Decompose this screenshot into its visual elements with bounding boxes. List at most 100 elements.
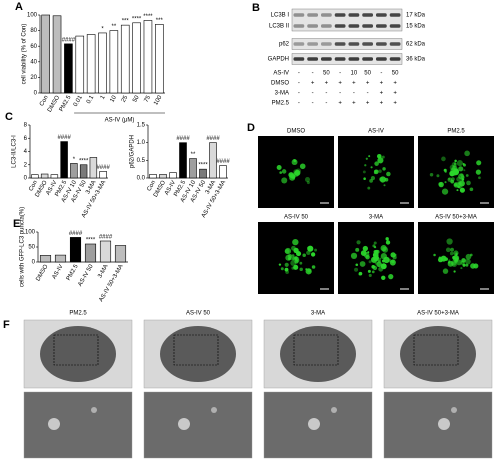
- x-tick-label: AS-IV: [52, 264, 65, 281]
- puncta: [391, 259, 395, 264]
- lane-value: -: [339, 91, 341, 97]
- band-label: p62: [279, 42, 290, 48]
- x-tick-label: PM2.5: [66, 263, 80, 282]
- x-tick-label: Con: [146, 180, 157, 193]
- puncta: [458, 166, 464, 172]
- panel-label: B: [252, 2, 260, 14]
- puncta: [356, 240, 361, 245]
- puncta: [458, 185, 462, 189]
- puncta: [457, 185, 461, 189]
- significance: ####: [96, 165, 110, 171]
- y-tick-label: 4: [24, 149, 28, 155]
- puncta: [436, 174, 440, 178]
- image-label: AS-IV 50+3-MA: [435, 215, 477, 221]
- puncta: [280, 267, 284, 271]
- vacuole: [178, 418, 190, 430]
- lane-value: -: [353, 91, 355, 97]
- x-tick-label: DMSO: [35, 264, 49, 283]
- y-tick-label: 1.0: [137, 140, 146, 146]
- x-tick-label: 0.01: [73, 94, 84, 108]
- panel-label: C: [5, 111, 13, 123]
- puncta: [359, 261, 366, 267]
- lane-value: -: [325, 101, 327, 107]
- puncta: [371, 256, 378, 263]
- blot-band: [334, 57, 346, 61]
- blot-band: [362, 24, 373, 28]
- puncta: [370, 176, 376, 181]
- puncta: [465, 174, 469, 177]
- x-tick-label: Con: [28, 180, 39, 193]
- significance: **: [191, 152, 196, 158]
- blot-strip: [291, 8, 403, 32]
- lane-value: +: [366, 101, 370, 107]
- lane-value: +: [311, 81, 315, 87]
- puncta: [470, 263, 476, 269]
- puncta: [438, 256, 442, 260]
- puncta: [453, 183, 458, 187]
- puncta: [365, 157, 368, 160]
- puncta: [281, 177, 288, 184]
- blot-band: [389, 13, 401, 17]
- puncta: [382, 246, 389, 253]
- significance: ****: [132, 16, 142, 22]
- puncta: [379, 177, 384, 182]
- puncta: [449, 251, 454, 256]
- puncta: [453, 162, 457, 166]
- puncta: [381, 275, 386, 281]
- vacuole: [211, 407, 217, 413]
- puncta: [379, 257, 382, 260]
- band-label: GAPDH: [268, 57, 289, 63]
- y-tick-label: 100: [27, 13, 38, 19]
- puncta: [305, 268, 308, 271]
- puncta: [368, 273, 372, 277]
- blot-band: [321, 24, 332, 28]
- cell: [40, 326, 116, 382]
- bar: [132, 22, 141, 94]
- puncta: [293, 264, 299, 270]
- puncta: [302, 253, 306, 258]
- puncta: [291, 254, 295, 257]
- puncta: [371, 270, 375, 274]
- significance: ***: [122, 19, 130, 25]
- blot-band: [307, 42, 318, 46]
- bar: [155, 24, 164, 94]
- lane-value: +: [380, 81, 384, 87]
- significance: ####: [99, 235, 113, 241]
- puncta: [386, 171, 391, 177]
- y-axis-label: LC3-II/LC3-I: [12, 135, 18, 168]
- puncta: [449, 170, 455, 177]
- lane-value: -: [298, 91, 300, 97]
- condition-label: PM2.5: [272, 101, 290, 107]
- puncta: [358, 273, 361, 276]
- blot-band: [334, 24, 346, 28]
- bar: [143, 20, 153, 94]
- puncta: [373, 253, 377, 257]
- puncta: [461, 175, 465, 180]
- bar: [98, 32, 107, 94]
- puncta: [475, 169, 481, 175]
- y-tick-label: 8: [24, 123, 28, 129]
- puncta: [460, 267, 463, 270]
- puncta: [444, 257, 448, 261]
- puncta: [373, 241, 377, 245]
- puncta: [381, 155, 385, 159]
- puncta: [448, 259, 451, 262]
- puncta: [374, 161, 379, 166]
- puncta: [382, 167, 386, 171]
- puncta: [355, 247, 360, 252]
- puncta: [310, 252, 316, 257]
- blot-band: [362, 13, 373, 17]
- x-tick-label: 25: [121, 94, 130, 103]
- image-label: 3-MA: [369, 215, 383, 221]
- puncta: [295, 168, 301, 174]
- bar: [159, 174, 167, 179]
- puncta: [295, 258, 300, 263]
- puncta: [374, 169, 378, 173]
- puncta: [363, 177, 366, 180]
- x-tick-label: 0.1: [86, 94, 96, 105]
- blot-band: [307, 24, 318, 28]
- bar: [99, 171, 107, 179]
- puncta: [306, 180, 310, 185]
- puncta: [350, 252, 358, 259]
